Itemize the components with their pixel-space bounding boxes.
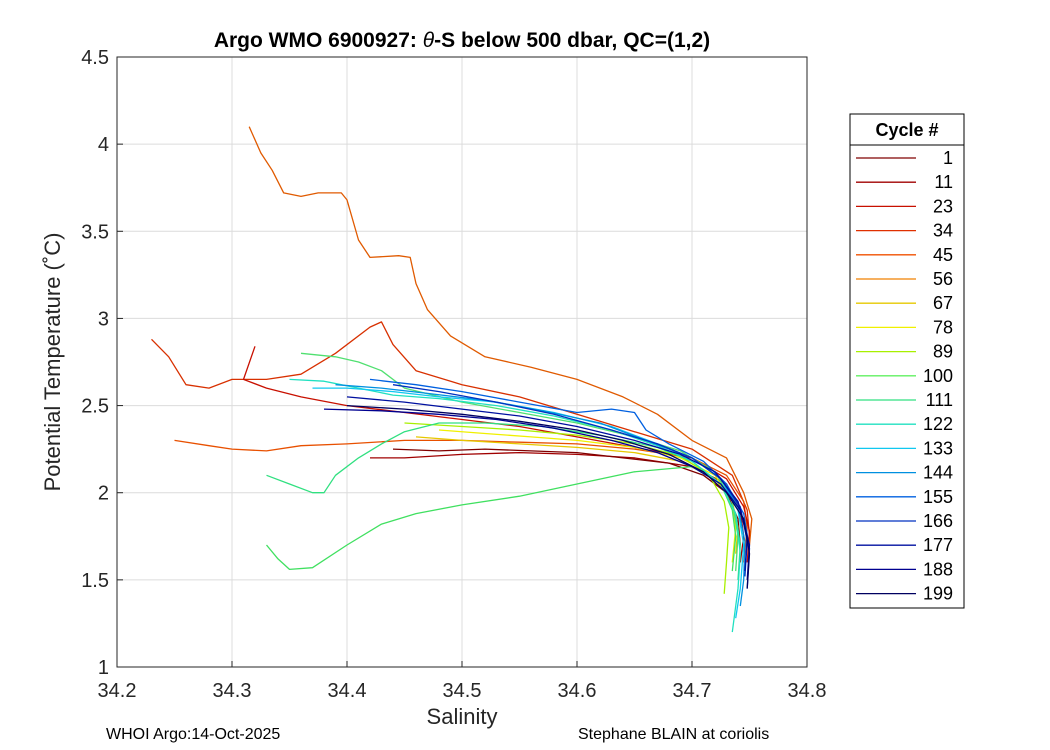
axis-ticks: 34.2 34.3 34.4 34.5 34.6 34.7 34.8 1 1.5 2 2.5 3 3.5…	[81, 47, 826, 702]
series-line-cycle-23	[242, 346, 751, 563]
x-tick-label: 34.6	[558, 680, 597, 702]
legend-entries: 1112334455667788910011112213314415516617…	[856, 148, 953, 604]
x-tick-label: 34.5	[443, 680, 482, 702]
footer-source: WHOI Argo:14-Oct-2025	[106, 726, 281, 743]
legend-label-122: 122	[923, 414, 953, 434]
y-tick-label: 2.5	[81, 396, 109, 418]
legend-title: Cycle #	[875, 120, 938, 140]
legend-label-23: 23	[933, 196, 953, 216]
y-tick-label: 3.5	[81, 221, 109, 243]
legend-label-188: 188	[923, 559, 953, 579]
legend-label-11: 11	[934, 172, 953, 192]
legend-label-34: 34	[933, 221, 953, 241]
y-tick-label: 3	[98, 308, 109, 330]
y-tick-label: 2	[98, 483, 109, 505]
series-line-cycle-11	[370, 451, 745, 563]
series-line-cycle-1	[392, 448, 741, 546]
series-layer	[151, 126, 753, 633]
x-tick-label: 34.8	[788, 680, 827, 702]
y-tick-label: 4	[98, 134, 109, 156]
legend-label-133: 133	[923, 438, 953, 458]
legend-label-177: 177	[923, 535, 953, 555]
legend-label-78: 78	[933, 317, 953, 337]
x-axis-label: Salinity	[427, 704, 498, 729]
legend-label-67: 67	[933, 293, 953, 313]
legend-label-111: 111	[926, 390, 953, 410]
series-line-cycle-100	[265, 465, 737, 572]
series-line-cycle-45	[174, 439, 748, 563]
legend-box	[849, 113, 965, 609]
legend-label-45: 45	[933, 245, 953, 265]
legend-label-166: 166	[923, 511, 953, 531]
legend-label-89: 89	[933, 342, 953, 362]
legend-label-144: 144	[923, 463, 953, 483]
footer-author: Stephane BLAIN at coriolis	[578, 726, 770, 743]
legend-label-100: 100	[923, 366, 953, 386]
legend-label-199: 199	[923, 584, 953, 604]
y-tick-label: 1	[98, 657, 109, 679]
y-tick-label: 1.5	[81, 570, 109, 592]
y-axis-label: Potential Temperature (˚C)	[40, 233, 65, 492]
series-line-cycle-133	[312, 387, 745, 619]
legend-label-56: 56	[933, 269, 953, 289]
legend: Cycle # 11123344556677889100111122133144…	[849, 113, 965, 609]
x-tick-label: 34.2	[98, 680, 137, 702]
y-tick-label: 4.5	[81, 47, 109, 69]
series-line-cycle-34	[151, 321, 751, 537]
series-line-cycle-199	[346, 404, 751, 589]
legend-label-155: 155	[923, 487, 953, 507]
x-tick-label: 34.3	[213, 680, 252, 702]
series-line-cycle-56	[248, 126, 753, 546]
x-tick-label: 34.7	[673, 680, 712, 702]
grid-lines	[117, 57, 807, 667]
legend-label-1: 1	[943, 148, 953, 168]
title-theta-symbol: θ	[423, 29, 435, 52]
chart-title: Argo WMO 6900927: θ-S below 500 dbar, QC…	[214, 29, 710, 52]
x-tick-label: 34.4	[328, 680, 367, 702]
